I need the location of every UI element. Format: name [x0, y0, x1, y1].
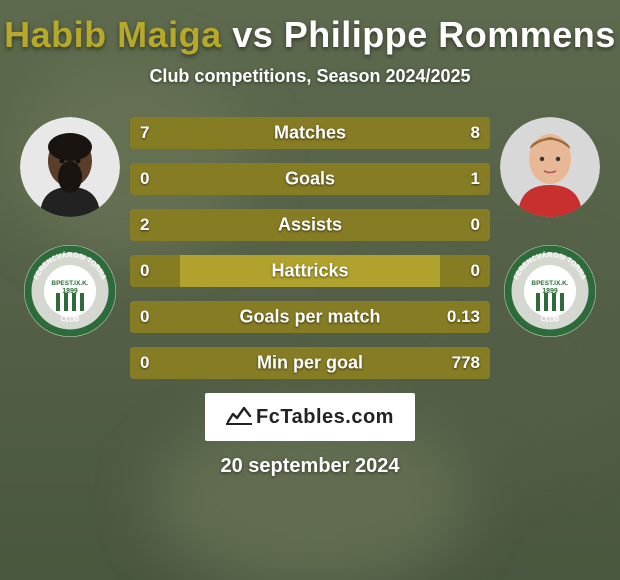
date-label: 20 september 2024: [0, 455, 620, 478]
player1-avatar: [20, 117, 120, 217]
stat-label: Goals per match: [239, 307, 380, 328]
svg-text:CLUB: CLUB: [540, 314, 561, 324]
stat-label: Matches: [274, 123, 346, 144]
stat-label: Goals: [285, 169, 335, 190]
content-row: FERENCVÁROSI TORNA CLUB BPEST.IX.K. 1899…: [0, 117, 620, 379]
stat-value-right: 0: [471, 215, 480, 235]
fctables-logo-icon: [226, 404, 252, 426]
stats-bars: 7 8 Matches 0 1 Goals 2 0 Assists 0 0 Hattricks 0 0.1…: [130, 117, 490, 379]
right-side: FERENCVÁROSI TORNA CLUB BPEST.IX.K. 1899: [490, 117, 610, 379]
stat-row: 2 0 Assists: [130, 209, 490, 241]
stat-label: Min per goal: [257, 353, 363, 374]
bar-left-fill: [130, 163, 180, 195]
stat-value-right: 8: [471, 123, 480, 143]
svg-text:BPEST.IX.K.: BPEST.IX.K.: [51, 280, 88, 287]
bar-left-fill: [130, 117, 298, 149]
stat-label: Assists: [278, 215, 342, 236]
vs-label: vs: [232, 14, 273, 55]
bar-right-fill: [440, 255, 490, 287]
watermark-text: FcTables.com: [256, 406, 394, 429]
watermark-icon: [226, 404, 252, 431]
player1-avatar-svg: [20, 117, 120, 217]
stat-value-left: 0: [140, 353, 149, 373]
bar-left-fill: [130, 301, 180, 333]
left-side: FERENCVÁROSI TORNA CLUB BPEST.IX.K. 1899: [10, 117, 130, 379]
player2-club-badge: FERENCVÁROSI TORNA CLUB BPEST.IX.K. 1899: [504, 245, 596, 337]
stat-value-left: 0: [140, 169, 149, 189]
stat-label: Hattricks: [271, 261, 348, 282]
stat-value-left: 0: [140, 261, 149, 281]
stat-row: 0 778 Min per goal: [130, 347, 490, 379]
bar-left-fill: [130, 347, 180, 379]
player1-name: Habib Maiga: [4, 14, 222, 55]
bar-right-fill: [180, 163, 490, 195]
player1-club-badge: FERENCVÁROSI TORNA CLUB BPEST.IX.K. 1899: [24, 245, 116, 337]
club-badge-svg: FERENCVÁROSI TORNA CLUB BPEST.IX.K. 1899: [504, 245, 596, 337]
bar-right-fill: [440, 209, 490, 241]
stat-row: 0 0 Hattricks: [130, 255, 490, 287]
svg-text:CLUB: CLUB: [60, 314, 81, 324]
stat-value-right: 778: [452, 353, 480, 373]
subtitle: Club competitions, Season 2024/2025: [0, 66, 620, 87]
stat-value-right: 0.13: [447, 307, 480, 327]
player2-avatar-svg: [500, 117, 600, 217]
player2-avatar: [500, 117, 600, 217]
svg-text:BPEST.IX.K.: BPEST.IX.K.: [531, 280, 568, 287]
stat-value-right: 0: [471, 261, 480, 281]
svg-text:1899: 1899: [542, 288, 558, 295]
comparison-card: Habib Maiga vs Philippe Rommens Club com…: [0, 0, 620, 580]
player2-name: Philippe Rommens: [284, 14, 616, 55]
stat-value-left: 2: [140, 215, 149, 235]
stat-value-right: 1: [471, 169, 480, 189]
stat-row: 0 0.13 Goals per match: [130, 301, 490, 333]
stat-row: 0 1 Goals: [130, 163, 490, 195]
stat-value-left: 7: [140, 123, 149, 143]
stat-row: 7 8 Matches: [130, 117, 490, 149]
club-badge-svg: FERENCVÁROSI TORNA CLUB BPEST.IX.K. 1899: [24, 245, 116, 337]
bar-left-fill: [130, 255, 180, 287]
stat-value-left: 0: [140, 307, 149, 327]
svg-text:1899: 1899: [62, 288, 78, 295]
page-title: Habib Maiga vs Philippe Rommens: [0, 14, 620, 56]
watermark: FcTables.com: [205, 393, 415, 441]
